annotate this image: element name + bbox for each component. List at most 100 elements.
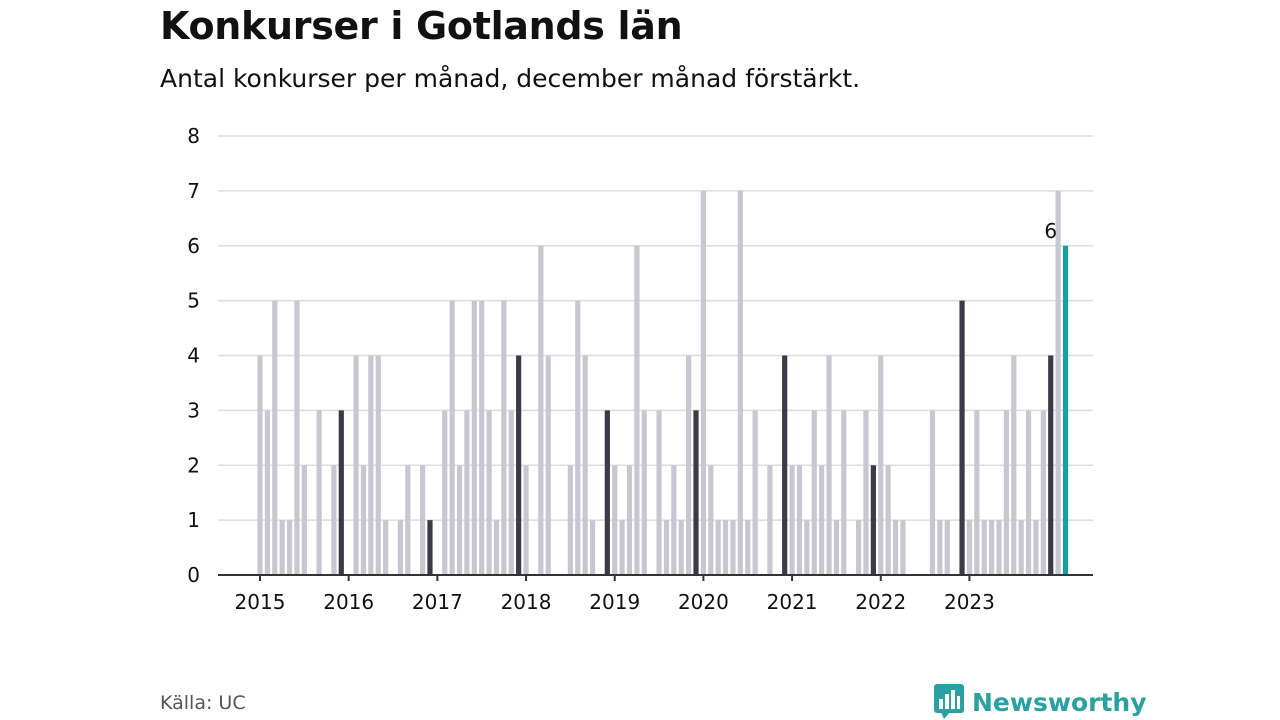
x-tick-label: 2022 <box>855 590 906 614</box>
bar-december <box>516 355 522 575</box>
bar <box>855 520 862 575</box>
bar <box>944 520 950 575</box>
bar <box>900 520 906 575</box>
bar <box>368 355 374 575</box>
bar <box>1018 520 1024 575</box>
bar-chart: 0 1 2 3 4 5 6 7 8 2015 2016 2017 2018 2019 2020 2021 202… <box>187 124 1093 614</box>
bar <box>1003 410 1009 575</box>
bar <box>989 520 995 575</box>
bar <box>479 300 485 575</box>
x-tick-label: 2017 <box>412 590 463 614</box>
bar <box>937 520 943 575</box>
bar <box>331 465 337 575</box>
bar <box>1040 410 1046 575</box>
bar <box>789 465 795 575</box>
bar <box>486 410 492 575</box>
bar-december <box>604 410 610 575</box>
bar <box>966 520 973 575</box>
bar <box>819 465 825 575</box>
bar <box>1055 190 1061 575</box>
bar <box>538 245 544 575</box>
y-tick-label: 6 <box>187 234 200 258</box>
y-tick-label: 2 <box>187 453 200 477</box>
bar <box>383 520 389 575</box>
bar <box>796 465 803 575</box>
bar <box>405 465 411 575</box>
bar <box>508 410 514 575</box>
bar <box>575 300 581 575</box>
bar-latest <box>1062 245 1069 575</box>
data-label: 6 <box>1044 219 1057 243</box>
bar-december <box>870 465 876 575</box>
bar <box>715 520 721 575</box>
y-tick-label: 0 <box>187 563 200 587</box>
bar <box>567 465 573 575</box>
bar <box>493 520 500 575</box>
bar <box>501 300 507 575</box>
x-tick-label: 2018 <box>501 590 552 614</box>
bar <box>582 355 588 575</box>
x-tick-label: 2021 <box>767 590 818 614</box>
brand-name: Newsworthy <box>972 687 1147 717</box>
bar <box>612 465 618 575</box>
bar <box>730 520 736 575</box>
bar <box>264 410 270 575</box>
x-tick-label: 2020 <box>678 590 729 614</box>
bar <box>523 465 529 575</box>
bar <box>892 520 899 575</box>
bar <box>456 465 463 575</box>
bar <box>929 410 936 575</box>
bar <box>279 520 285 575</box>
bar <box>419 465 426 575</box>
bar <box>442 410 448 575</box>
bar <box>863 410 869 575</box>
bar <box>449 300 455 575</box>
y-tick-label: 4 <box>187 344 200 368</box>
bar <box>826 355 832 575</box>
bar <box>1011 355 1017 575</box>
bar <box>589 520 596 575</box>
bar <box>804 520 810 575</box>
bar <box>981 520 987 575</box>
bar <box>678 520 684 575</box>
bar <box>545 355 551 575</box>
bar <box>686 355 692 575</box>
bar <box>878 355 884 575</box>
bar <box>286 520 293 575</box>
x-tick-label: 2023 <box>944 590 995 614</box>
bar <box>375 355 381 575</box>
bar <box>671 465 677 575</box>
bar <box>841 410 847 575</box>
bar-december <box>959 300 965 575</box>
bar <box>272 300 278 575</box>
x-tick-label: 2016 <box>323 590 374 614</box>
bar <box>752 410 758 575</box>
source-note: Källa: UC <box>160 692 246 714</box>
bar <box>360 465 367 575</box>
bar <box>619 520 625 575</box>
bar <box>1033 520 1039 575</box>
bar-december <box>1048 355 1054 575</box>
brand: Newsworthy <box>934 684 1147 720</box>
bar <box>1025 410 1032 575</box>
bar <box>745 520 751 575</box>
bar-december <box>693 410 699 575</box>
bar-december <box>338 410 344 575</box>
bar <box>257 355 263 575</box>
bar <box>996 520 1002 575</box>
bar <box>294 300 300 575</box>
bar <box>833 520 840 575</box>
bar <box>641 410 647 575</box>
y-tick-label: 5 <box>187 289 200 313</box>
bar-december <box>782 355 788 575</box>
bar <box>397 520 404 575</box>
bar <box>767 465 773 575</box>
x-tick-label: 2015 <box>235 590 286 614</box>
bar <box>722 520 729 575</box>
newsworthy-chart-logo-icon <box>934 684 964 719</box>
bar <box>885 465 891 575</box>
bar <box>626 465 633 575</box>
bar <box>301 465 307 575</box>
x-tick-label: 2019 <box>589 590 640 614</box>
y-tick-label: 3 <box>187 398 200 422</box>
